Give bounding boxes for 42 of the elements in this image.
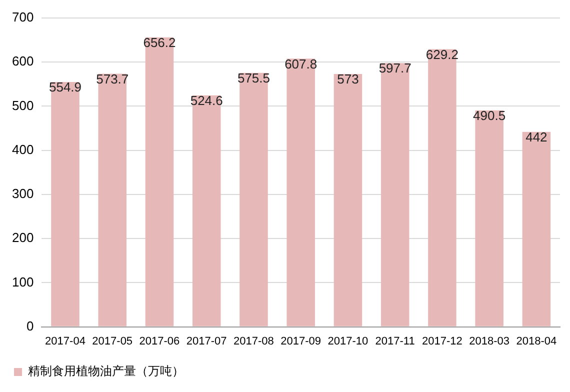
x-tick-label: 2017-04 [45,335,86,348]
x-tick-label: 2017-07 [186,335,227,348]
data-label: 629.2 [426,46,458,62]
x-tick-label: 2018-04 [516,335,557,348]
bar [380,63,410,326]
bar [240,72,268,326]
legend-label: 精制食用植物油产量（万吨） [28,364,184,378]
bar [334,74,362,326]
bar [286,58,315,326]
x-tick-label: 2017-05 [92,335,133,348]
x-tick-label: 2017-11 [375,335,415,348]
data-label: 573 [337,72,359,87]
data-label: 597.7 [378,60,412,76]
x-tick-label: 2017-08 [234,335,274,348]
y-tick-label: 400 [12,142,34,157]
y-tick-label: 200 [12,230,34,246]
y-tick-label: 0 [26,318,34,334]
data-label: 575.5 [237,70,270,86]
y-tick-label: 100 [12,274,34,290]
bar [192,95,221,326]
bar [145,37,174,326]
data-label: 524.6 [190,92,223,108]
y-tick-label: 300 [12,186,34,202]
data-label: 607.8 [284,56,318,72]
bar [475,110,504,326]
y-tick-label: 600 [12,54,34,69]
bar [428,49,456,326]
x-tick-label: 2017-09 [280,335,322,348]
data-label: 442 [526,129,548,144]
x-tick-label: 2017-06 [139,335,180,348]
x-tick-label: 2017-10 [328,335,368,348]
x-tick-label: 2017-12 [422,335,462,348]
data-label: 656.2 [143,34,176,50]
data-label: 573.7 [96,71,129,86]
y-tick-label: 500 [12,98,34,113]
data-label: 490.5 [473,108,506,123]
bar [98,74,127,326]
bar [51,82,80,326]
bar [522,132,551,326]
data-label: 554.9 [48,80,82,95]
y-tick-label: 700 [12,10,34,25]
x-tick-label: 2018-03 [469,335,510,348]
